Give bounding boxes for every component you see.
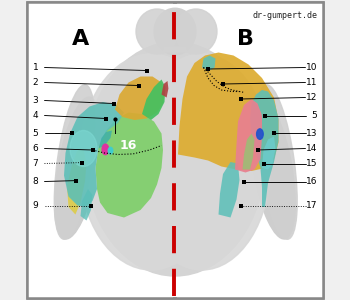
Ellipse shape xyxy=(257,129,263,139)
Text: 7: 7 xyxy=(33,159,38,168)
Text: 6: 6 xyxy=(33,144,38,153)
Ellipse shape xyxy=(85,42,265,276)
FancyBboxPatch shape xyxy=(177,2,323,298)
Text: 16: 16 xyxy=(306,177,317,186)
Text: 3: 3 xyxy=(33,96,38,105)
Polygon shape xyxy=(202,56,216,70)
Text: 5: 5 xyxy=(33,129,38,138)
Polygon shape xyxy=(161,81,168,98)
Ellipse shape xyxy=(79,54,223,270)
Polygon shape xyxy=(218,162,239,218)
Text: 1: 1 xyxy=(33,63,38,72)
Ellipse shape xyxy=(133,54,271,270)
Text: 12: 12 xyxy=(306,93,317,102)
Polygon shape xyxy=(67,150,86,214)
Text: A: A xyxy=(72,29,89,49)
Ellipse shape xyxy=(175,9,217,54)
Polygon shape xyxy=(64,102,124,207)
Text: 17: 17 xyxy=(306,201,317,210)
Ellipse shape xyxy=(257,85,297,239)
FancyBboxPatch shape xyxy=(27,2,323,298)
Polygon shape xyxy=(80,189,92,220)
Polygon shape xyxy=(262,136,275,169)
Polygon shape xyxy=(142,80,166,120)
Polygon shape xyxy=(235,99,262,172)
Text: B: B xyxy=(237,29,254,49)
Polygon shape xyxy=(98,130,112,148)
Ellipse shape xyxy=(250,97,295,239)
Polygon shape xyxy=(250,90,279,207)
Text: 15: 15 xyxy=(306,159,317,168)
Ellipse shape xyxy=(154,8,196,55)
FancyBboxPatch shape xyxy=(27,2,173,298)
Text: 9: 9 xyxy=(33,201,38,210)
Ellipse shape xyxy=(54,85,95,239)
Ellipse shape xyxy=(108,147,113,154)
Text: 16: 16 xyxy=(120,139,137,152)
Text: dr-gumpert.de: dr-gumpert.de xyxy=(252,11,317,20)
Ellipse shape xyxy=(136,9,178,54)
Polygon shape xyxy=(96,112,163,218)
Ellipse shape xyxy=(70,130,97,166)
Text: 2: 2 xyxy=(33,78,38,87)
Text: 11: 11 xyxy=(306,78,317,87)
Text: 10: 10 xyxy=(306,63,317,72)
Text: 13: 13 xyxy=(306,129,317,138)
Ellipse shape xyxy=(55,97,100,239)
Text: 5: 5 xyxy=(312,111,317,120)
Polygon shape xyxy=(115,76,164,120)
Polygon shape xyxy=(243,134,254,169)
Text: 14: 14 xyxy=(306,144,317,153)
Ellipse shape xyxy=(102,144,109,155)
Polygon shape xyxy=(178,52,279,171)
Text: 4: 4 xyxy=(33,111,38,120)
Polygon shape xyxy=(162,46,188,52)
Text: 8: 8 xyxy=(33,177,38,186)
